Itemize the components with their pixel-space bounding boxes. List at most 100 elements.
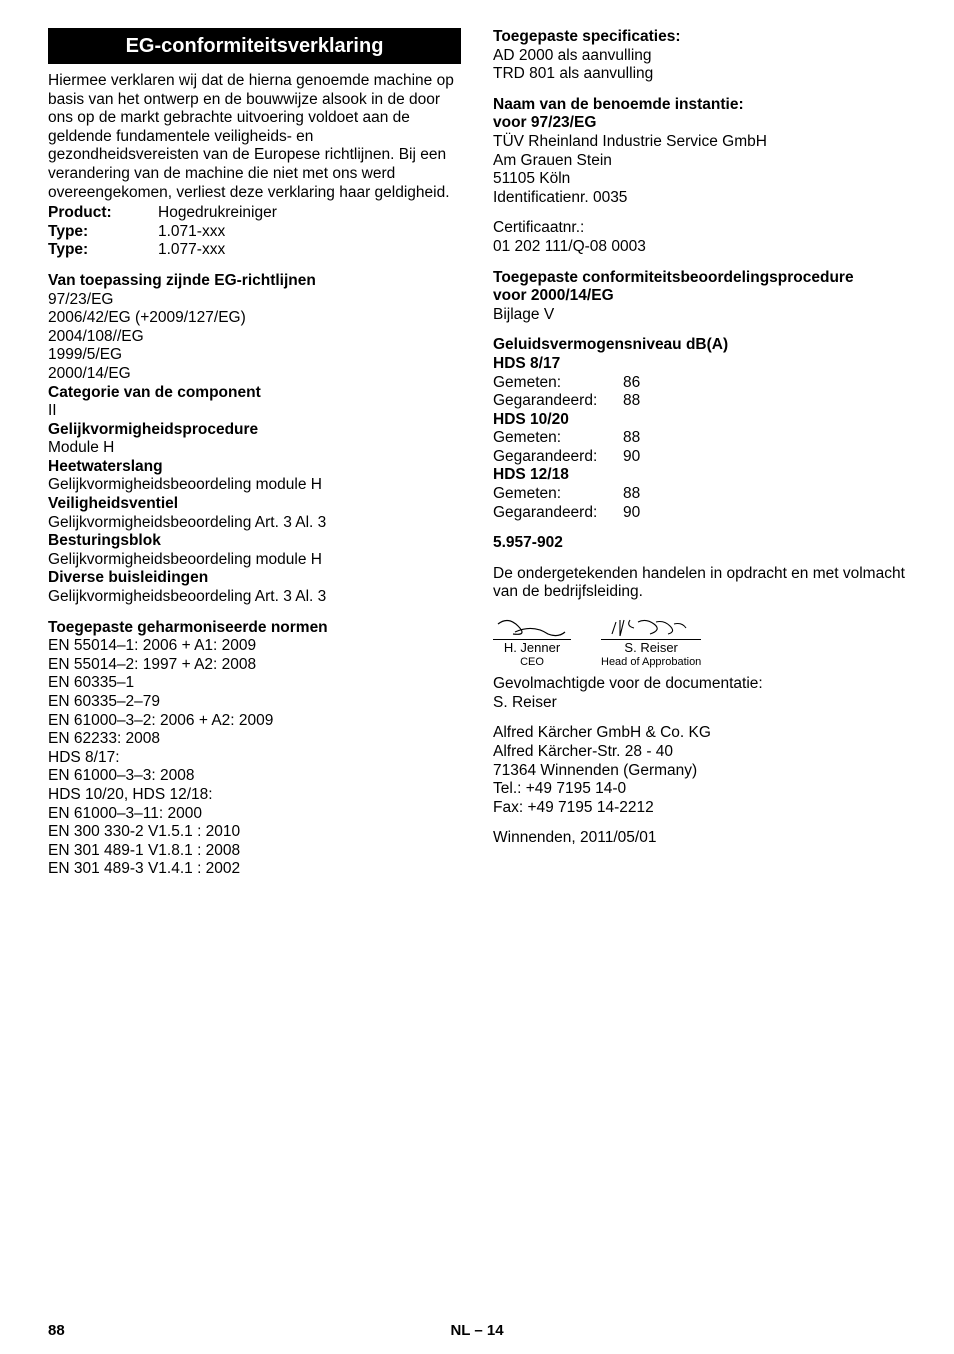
- spec-line: AD 2000 als aanvulling: [493, 47, 906, 66]
- type1-value: 1.071-xxx: [158, 223, 461, 242]
- doc-number: 5.957-902: [493, 534, 906, 553]
- addr-line: Fax: +49 7195 14-2212: [493, 799, 906, 818]
- footer-subpage: – 14: [470, 1322, 503, 1339]
- sig1-role: CEO: [493, 656, 571, 669]
- hw-heading: Heetwaterslang: [48, 458, 461, 477]
- sound-row: Gegarandeerd: 90: [493, 504, 906, 523]
- spec-line: TRD 801 als aanvulling: [493, 65, 906, 84]
- date-place: Winnenden, 2011/05/01: [493, 829, 906, 848]
- sound-model: HDS 8/17: [493, 355, 906, 374]
- naam-line: TÜV Rheinland Industrie Service GmbH: [493, 133, 906, 152]
- eg-line: 97/23/EG: [48, 291, 461, 310]
- naam-sub: voor 97/23/EG: [493, 114, 906, 133]
- right-column: Toegepaste specificaties: AD 2000 als aa…: [493, 28, 906, 879]
- title-bar: EG-conformiteitsverklaring: [48, 28, 461, 64]
- type1-row: Type: 1.071-xxx: [48, 223, 461, 242]
- sound-gegar-value: 90: [593, 448, 906, 467]
- addr-line: Tel.: +49 7195 14-0: [493, 780, 906, 799]
- sound-gemeten-label: Gemeten:: [493, 429, 623, 448]
- spec-heading: Toegepaste specificaties:: [493, 28, 906, 47]
- eg-line: 2006/42/EG (+2009/127/EG): [48, 309, 461, 328]
- type1-label: Type:: [48, 223, 158, 242]
- naam-line: 51105 Köln: [493, 170, 906, 189]
- vv-value: Gelijkvormigheidsbeoordeling Art. 3 Al. …: [48, 514, 461, 533]
- sound-gemeten-label: Gemeten:: [493, 374, 623, 393]
- addr-line: Alfred Kärcher GmbH & Co. KG: [493, 724, 906, 743]
- sig1-name: H. Jenner: [493, 640, 571, 656]
- proc-value: Module H: [48, 439, 461, 458]
- footer-page-number: 88: [48, 1322, 65, 1340]
- harm-line: EN 62233: 2008: [48, 730, 461, 749]
- harm-line: EN 55014–2: 1997 + A2: 2008: [48, 656, 461, 675]
- harm-line: EN 301 489-3 V1.4.1 : 2002: [48, 860, 461, 879]
- bb-value: Gelijkvormigheidsbeoordeling module H: [48, 551, 461, 570]
- hw-value: Gelijkvormigheidsbeoordeling module H: [48, 476, 461, 495]
- page-footer: 88 NL – 14: [0, 1322, 954, 1340]
- harm-line: EN 61000–3–3: 2008: [48, 767, 461, 786]
- sound-gegar-value: 90: [593, 504, 906, 523]
- cert-value: 01 202 111/Q-08 0003: [493, 238, 906, 257]
- eg-line: 2004/108//EG: [48, 328, 461, 347]
- sound-heading: Geluidsvermogensniveau dB(A): [493, 336, 906, 355]
- cat-value: II: [48, 402, 461, 421]
- page: EG-conformiteitsverklaring Hiermee verkl…: [0, 0, 954, 1354]
- conf-sub: voor 2000/14/EG: [493, 287, 906, 306]
- sound-row: Gegarandeerd: 90: [493, 448, 906, 467]
- sound-gegar-value: 88: [593, 392, 906, 411]
- harm-line: HDS 10/20, HDS 12/18:: [48, 786, 461, 805]
- naam-line: Identificatienr. 0035: [493, 189, 906, 208]
- type2-value: 1.077-xxx: [158, 241, 461, 260]
- type2-label: Type:: [48, 241, 158, 260]
- db-heading: Diverse buisleidingen: [48, 569, 461, 588]
- conf-value: Bijlage V: [493, 306, 906, 325]
- sound-gemeten-value: 86: [623, 374, 906, 393]
- harm-line: EN 301 489-1 V1.8.1 : 2008: [48, 842, 461, 861]
- sound-gemeten-label: Gemeten:: [493, 485, 623, 504]
- harm-line: HDS 8/17:: [48, 749, 461, 768]
- gevol-name: S. Reiser: [493, 694, 906, 713]
- product-value: Hogedrukreiniger: [158, 204, 461, 223]
- closing-text: De ondergetekenden handelen in opdracht …: [493, 565, 906, 602]
- sound-row: Gemeten: 86: [493, 374, 906, 393]
- signature-icon: [606, 614, 696, 640]
- sig2-name: S. Reiser: [601, 640, 701, 656]
- harm-line: EN 55014–1: 2006 + A1: 2009: [48, 637, 461, 656]
- harm-line: EN 300 330-2 V1.5.1 : 2010: [48, 823, 461, 842]
- proc-heading: Gelijkvormigheidsprocedure: [48, 421, 461, 440]
- columns: EG-conformiteitsverklaring Hiermee verkl…: [48, 28, 906, 879]
- addr-line: 71364 Winnenden (Germany): [493, 762, 906, 781]
- naam-line: Am Grauen Stein: [493, 152, 906, 171]
- sound-gegar-label: Gegarandeerd:: [493, 448, 593, 467]
- harm-line: EN 60335–2–79: [48, 693, 461, 712]
- product-row: Product: Hogedrukreiniger: [48, 204, 461, 223]
- harm-line: EN 60335–1: [48, 674, 461, 693]
- intro-text: Hiermee verklaren wij dat de hierna geno…: [48, 72, 461, 202]
- harm-heading: Toegepaste geharmoniseerde normen: [48, 619, 461, 638]
- sound-row: Gemeten: 88: [493, 485, 906, 504]
- eg-heading: Van toepassing zijnde EG-richtlijnen: [48, 272, 461, 291]
- signature-block: H. Jenner CEO: [493, 614, 571, 669]
- left-column: EG-conformiteitsverklaring Hiermee verkl…: [48, 28, 461, 879]
- conf-heading: Toegepaste conformiteitsbeoordelingsproc…: [493, 269, 906, 288]
- bb-heading: Besturingsblok: [48, 532, 461, 551]
- signature-block: S. Reiser Head of Approbation: [601, 614, 701, 669]
- sound-gegar-label: Gegarandeerd:: [493, 392, 593, 411]
- signature-icon: [493, 614, 571, 640]
- addr-line: Alfred Kärcher-Str. 28 - 40: [493, 743, 906, 762]
- vv-heading: Veiligheidsventiel: [48, 495, 461, 514]
- naam-heading: Naam van de benoemde instantie:: [493, 96, 906, 115]
- footer-center: NL – 14: [450, 1322, 503, 1340]
- sound-model: HDS 12/18: [493, 466, 906, 485]
- signature-area: H. Jenner CEO S. Reiser Head of Approbat…: [493, 614, 906, 669]
- footer-lang: NL: [450, 1322, 470, 1339]
- eg-line: 2000/14/EG: [48, 365, 461, 384]
- cert-label: Certificaatnr.:: [493, 219, 906, 238]
- db-value: Gelijkvormigheidsbeoordeling Art. 3 Al. …: [48, 588, 461, 607]
- sound-model: HDS 10/20: [493, 411, 906, 430]
- harm-line: EN 61000–3–2: 2006 + A2: 2009: [48, 712, 461, 731]
- eg-line: 1999/5/EG: [48, 346, 461, 365]
- sound-gemeten-value: 88: [623, 429, 906, 448]
- sig2-role: Head of Approbation: [601, 656, 701, 669]
- type2-row: Type: 1.077-xxx: [48, 241, 461, 260]
- product-label: Product:: [48, 204, 158, 223]
